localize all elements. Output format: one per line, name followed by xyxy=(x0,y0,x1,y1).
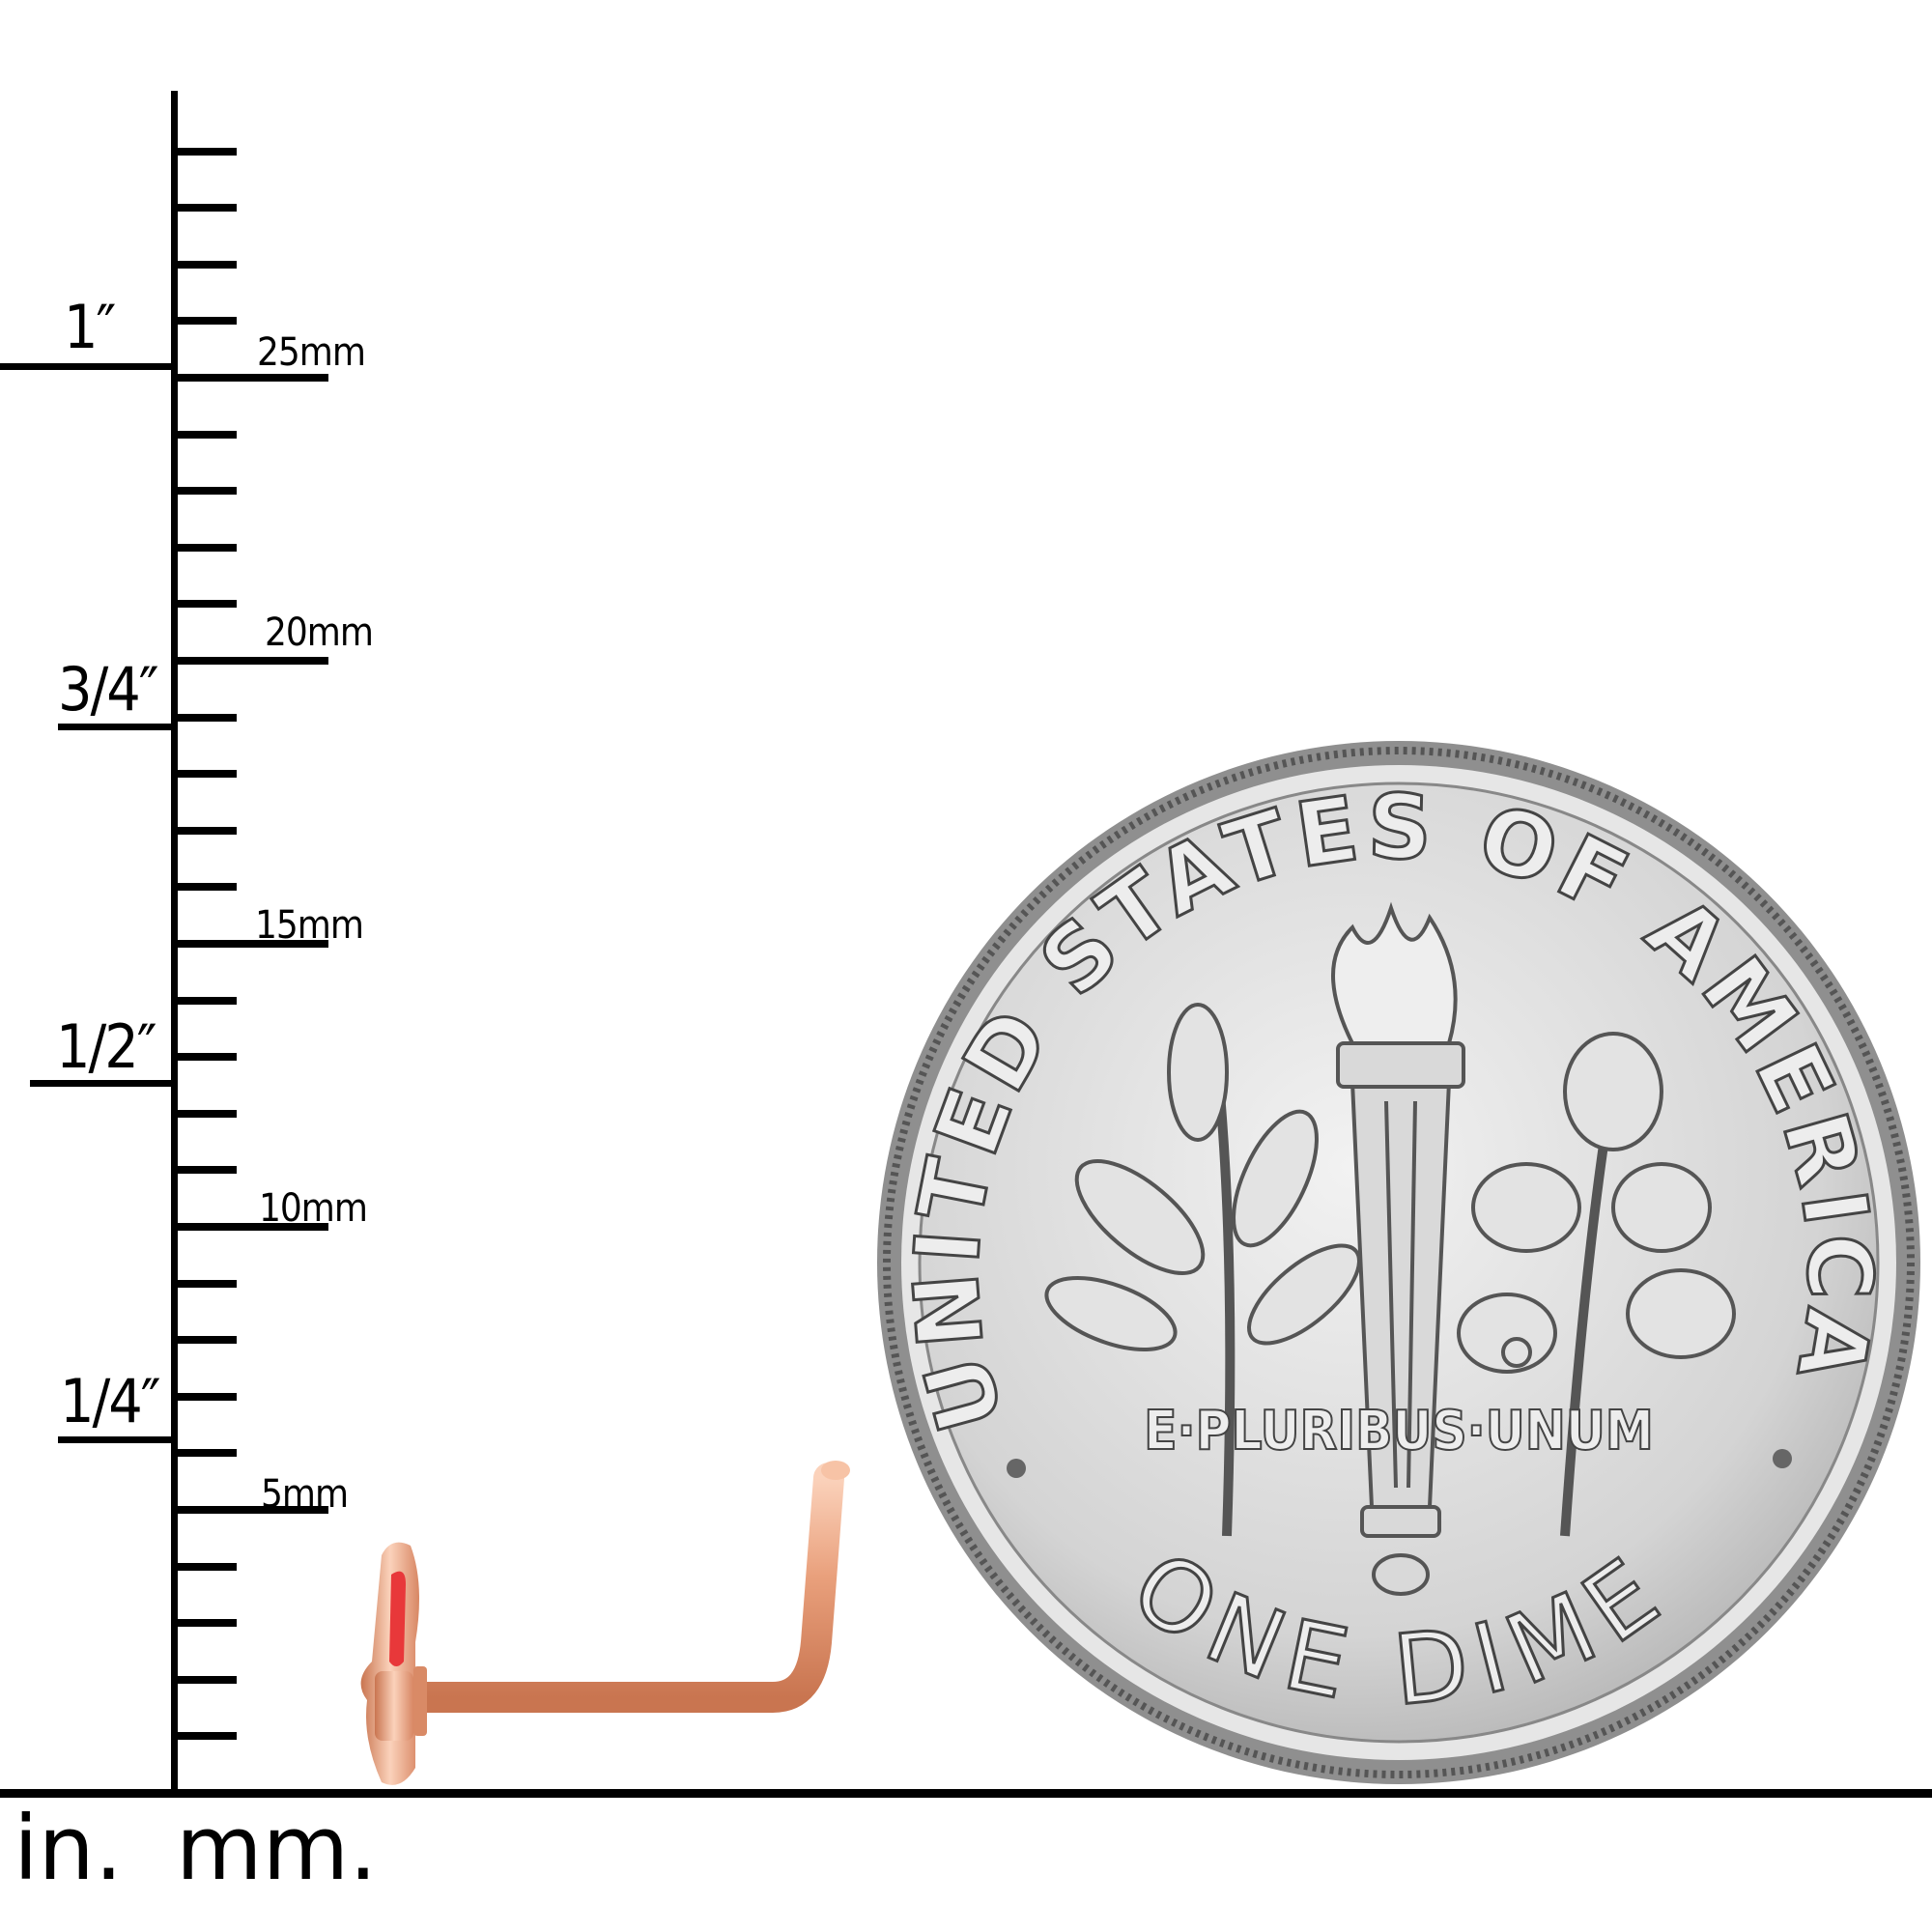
mm-tick xyxy=(174,1336,237,1345)
mm-tick xyxy=(174,374,328,382)
mm-label-25: 25mm xyxy=(257,330,366,375)
inch-label-1-4: 1/4″ xyxy=(60,1366,161,1436)
mm-label-20: 20mm xyxy=(265,611,374,655)
mm-tick xyxy=(174,770,237,779)
mm-tick xyxy=(174,1053,237,1062)
mm-tick xyxy=(174,260,237,269)
mm-tick xyxy=(174,1675,237,1684)
oak-branch-icon xyxy=(1457,1032,1736,1537)
unit-label-mm: mm. xyxy=(176,1797,378,1900)
inch-tick-3-4 xyxy=(58,724,174,730)
mm-tick xyxy=(174,1506,328,1514)
unit-label-inches: in. xyxy=(14,1797,124,1900)
mm-tick xyxy=(174,826,237,835)
mm-tick xyxy=(174,1392,237,1401)
inch-tick-1 xyxy=(0,363,174,370)
inch-label-1-2: 1/2″ xyxy=(56,1011,157,1082)
mm-tick xyxy=(174,996,237,1005)
mm-tick xyxy=(174,883,237,892)
mm-tick xyxy=(174,487,237,496)
mm-tick xyxy=(174,940,328,948)
dime-coin: UNITED STATES OF AMERICA E·PLURIBUS·UNUM… xyxy=(877,741,1920,1784)
mm-tick xyxy=(174,1449,237,1458)
olive-branch-icon xyxy=(1044,1003,1361,1537)
ruler-baseline xyxy=(0,1789,1932,1798)
mm-tick xyxy=(174,600,237,609)
stud-head xyxy=(360,1542,419,1785)
mm-label-15: 15mm xyxy=(255,903,364,948)
inch-label-1: 1″ xyxy=(64,292,116,362)
stud-tip xyxy=(821,1461,850,1480)
mm-label-5: 5mm xyxy=(261,1472,349,1517)
mm-tick xyxy=(174,1732,237,1741)
mm-tick xyxy=(174,1279,237,1288)
mm-tick xyxy=(174,430,237,439)
inch-tick-1-4 xyxy=(58,1436,174,1443)
mm-tick xyxy=(174,657,328,665)
mm-label-10: 10mm xyxy=(259,1186,368,1231)
mm-tick xyxy=(174,204,237,213)
mm-tick xyxy=(174,713,237,722)
mm-tick xyxy=(174,317,237,326)
mm-tick xyxy=(174,543,237,552)
mm-tick xyxy=(174,1223,328,1231)
mm-tick xyxy=(174,147,237,156)
stud-setting xyxy=(375,1671,413,1741)
enamel-stripe xyxy=(389,1571,406,1666)
mm-tick xyxy=(174,1166,237,1175)
nose-stud-product xyxy=(360,1461,850,1785)
coin-motto: E·PLURIBUS·UNUM xyxy=(1144,1400,1654,1463)
inch-label-3-4: 3/4″ xyxy=(58,654,159,724)
mm-tick xyxy=(174,1562,237,1571)
torch-icon xyxy=(1331,901,1465,1596)
stud-collar xyxy=(413,1666,427,1736)
inch-tick-1-2 xyxy=(30,1080,174,1087)
stud-post xyxy=(400,1463,844,1713)
mm-tick xyxy=(174,1619,237,1628)
mm-tick xyxy=(174,1109,237,1118)
